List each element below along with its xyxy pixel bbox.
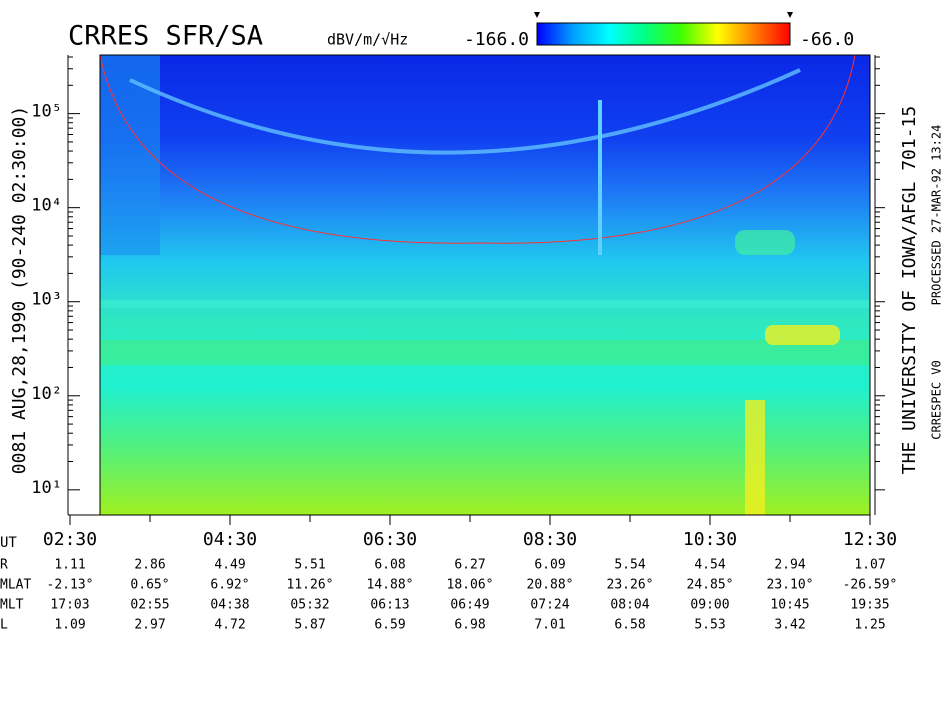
ephemeris-value: 20.88° [527, 578, 574, 593]
ephemeris-value: 23.10° [767, 578, 814, 593]
colorbar-tick [534, 12, 540, 18]
ephemeris-row-label: L [0, 618, 8, 633]
ephemeris-value: -26.59° [843, 578, 898, 593]
ephemeris-row-label: MLAT [0, 578, 31, 593]
ephemeris-value: 0.65° [130, 578, 169, 593]
ephemeris-value: 2.86 [134, 558, 165, 573]
colorbar-tick-label: -66.0 [800, 29, 854, 50]
ephemeris-value: 7.01 [534, 618, 565, 633]
y-tick-label: 10³ [31, 290, 62, 310]
colorbar-tick-label: -166.0 [464, 29, 529, 50]
ephemeris-value: 6.09 [534, 558, 565, 573]
chart-title: CRRES SFR/SA [68, 21, 263, 52]
ephemeris-value: 4.72 [214, 618, 245, 633]
ephemeris-value: 6.98 [454, 618, 485, 633]
y-axis-label: 0081 AUG,28,1990 (90-240 02:30:00) [9, 106, 30, 474]
ephemeris-value: 09:00 [690, 598, 729, 613]
ephemeris-value: 1.07 [854, 558, 885, 573]
ephemeris-value: 14.88° [367, 578, 414, 593]
y-tick-label: 10² [31, 384, 62, 404]
x-tick-label: 10:30 [683, 529, 737, 550]
x-tick-label: 02:30 [43, 529, 97, 550]
ephemeris-value: 24.85° [687, 578, 734, 593]
colorbar-label: dBV/m/√Hz [327, 31, 408, 49]
x-tick-label: 06:30 [363, 529, 417, 550]
ephemeris-value: 23.26° [607, 578, 654, 593]
ephemeris-value: 19:35 [850, 598, 889, 613]
ephemeris-value: 1.25 [854, 618, 885, 633]
y-tick-label: 10⁴ [31, 196, 62, 216]
x-axis-label: UT [0, 535, 17, 551]
ephemeris-value: -2.13° [47, 578, 94, 593]
ephemeris-row-label: R [0, 558, 8, 573]
ephemeris-value: 08:04 [610, 598, 649, 613]
ephemeris-value: 04:38 [210, 598, 249, 613]
ephemeris-value: 4.54 [694, 558, 725, 573]
ephemeris-value: 2.94 [774, 558, 805, 573]
ephemeris-value: 10:45 [770, 598, 809, 613]
ephemeris-value: 1.11 [54, 558, 85, 573]
y-tick-label: 10⁵ [31, 102, 62, 122]
ephemeris-value: 6.92° [210, 578, 249, 593]
ephemeris-value: 5.87 [294, 618, 325, 633]
institution-text: THE UNIVERSITY OF IOWA/AFGL 701-15 [899, 106, 920, 474]
ephemeris-value: 3.42 [774, 618, 805, 633]
ephemeris-value: 06:49 [450, 598, 489, 613]
colorbar [536, 22, 791, 46]
ephemeris-value: 5.51 [294, 558, 325, 573]
ephemeris-value: 6.59 [374, 618, 405, 633]
ephemeris-value: 17:03 [50, 598, 89, 613]
ephemeris-value: 5.53 [694, 618, 725, 633]
ephemeris-value: 06:13 [370, 598, 409, 613]
ephemeris-value: 6.27 [454, 558, 485, 573]
ephemeris-value: 6.58 [614, 618, 645, 633]
x-tick-label: 04:30 [203, 529, 257, 550]
y-tick-label: 10¹ [31, 478, 62, 498]
ephemeris-value: 18.06° [447, 578, 494, 593]
ephemeris-value: 05:32 [290, 598, 329, 613]
ephemeris-value: 2.97 [134, 618, 165, 633]
x-tick-label: 08:30 [523, 529, 577, 550]
spectrogram-image [99, 54, 871, 516]
ephemeris-value: 11.26° [287, 578, 334, 593]
ephemeris-value: 07:24 [530, 598, 569, 613]
version-text: CRRESPEC V0 [930, 360, 944, 439]
ephemeris-row-label: MLT [0, 598, 24, 613]
colorbar-tick [787, 12, 793, 18]
ephemeris-value: 4.49 [214, 558, 245, 573]
ephemeris-value: 1.09 [54, 618, 85, 633]
ephemeris-value: 02:55 [130, 598, 169, 613]
ephemeris-value: 5.54 [614, 558, 645, 573]
x-tick-label: 12:30 [843, 529, 897, 550]
processed-text: PROCESSED 27-MAR-92 13:24 [930, 125, 944, 306]
ephemeris-value: 6.08 [374, 558, 405, 573]
